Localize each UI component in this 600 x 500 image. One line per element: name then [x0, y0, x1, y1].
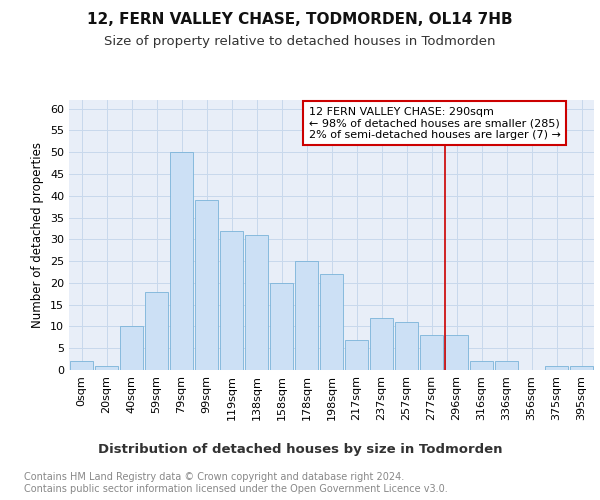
Bar	[220, 230, 244, 370]
Text: 12 FERN VALLEY CHASE: 290sqm
← 98% of detached houses are smaller (285)
2% of se: 12 FERN VALLEY CHASE: 290sqm ← 98% of de…	[309, 106, 561, 140]
Bar	[370, 318, 394, 370]
Bar	[494, 362, 518, 370]
Bar	[545, 366, 568, 370]
Text: Size of property relative to detached houses in Todmorden: Size of property relative to detached ho…	[104, 35, 496, 48]
Bar	[295, 261, 319, 370]
Bar	[395, 322, 418, 370]
Bar	[419, 335, 443, 370]
Bar	[269, 283, 293, 370]
Text: 12, FERN VALLEY CHASE, TODMORDEN, OL14 7HB: 12, FERN VALLEY CHASE, TODMORDEN, OL14 7…	[87, 12, 513, 28]
Bar	[344, 340, 368, 370]
Bar	[194, 200, 218, 370]
Bar	[569, 366, 593, 370]
Text: Distribution of detached houses by size in Todmorden: Distribution of detached houses by size …	[98, 442, 502, 456]
Bar	[145, 292, 169, 370]
Bar	[470, 362, 493, 370]
Bar	[119, 326, 143, 370]
Bar	[320, 274, 343, 370]
Text: Contains HM Land Registry data © Crown copyright and database right 2024.
Contai: Contains HM Land Registry data © Crown c…	[24, 472, 448, 494]
Y-axis label: Number of detached properties: Number of detached properties	[31, 142, 44, 328]
Bar	[445, 335, 469, 370]
Bar	[70, 362, 94, 370]
Bar	[95, 366, 118, 370]
Bar	[170, 152, 193, 370]
Bar	[245, 235, 268, 370]
